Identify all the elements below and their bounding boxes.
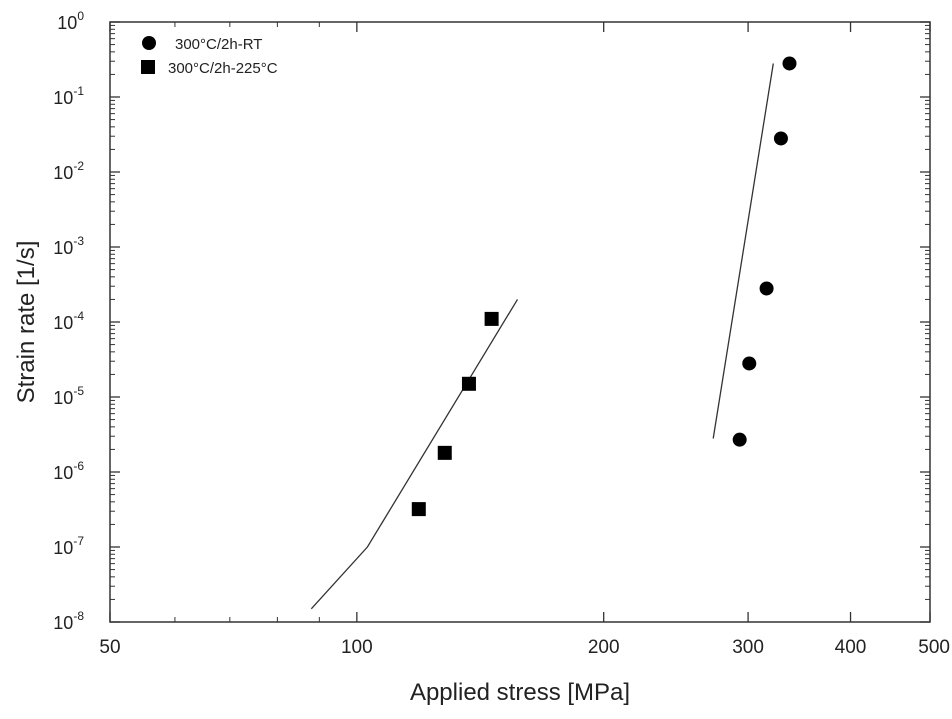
y-tick-label-base: 10 — [53, 163, 73, 183]
legend-label-rt: 300°C/2h-RT — [175, 36, 262, 53]
y-tick-label: 100 — [57, 9, 84, 33]
plot-frame — [109, 21, 931, 623]
y-tick-label: 10-2 — [53, 159, 84, 183]
x-axis-title: Applied stress [MPa] — [410, 679, 630, 706]
y-tick-label-base: 10 — [53, 88, 73, 108]
y-tick-label-base: 10 — [53, 463, 73, 483]
y-tick-label-exponent: -2 — [73, 159, 84, 173]
point-rt — [732, 432, 747, 447]
point-225c — [437, 445, 452, 460]
x-tick-label: 200 — [588, 637, 620, 658]
x-tick-label: 50 — [99, 637, 120, 658]
data-points — [411, 56, 797, 517]
y-tick-label-exponent: -3 — [73, 234, 84, 248]
y-tick-label-exponent: -1 — [73, 84, 84, 98]
legend: 300°C/2h-RT 300°C/2h-225°C — [141, 36, 278, 77]
y-tick-label: 10-7 — [53, 534, 84, 558]
point-rt — [782, 56, 797, 71]
x-tick-label: 100 — [341, 637, 373, 658]
y-tick-label-exponent: 0 — [77, 9, 84, 23]
point-225c — [411, 502, 426, 517]
point-rt — [759, 281, 774, 296]
y-tick-label-base: 10 — [53, 538, 73, 558]
y-tick-label: 10-1 — [53, 84, 84, 108]
fit-lines — [310, 63, 774, 610]
y-tick-label: 10-4 — [53, 309, 84, 333]
point-rt — [773, 131, 788, 146]
legend-marker-circle — [142, 36, 156, 50]
fit-line-2 — [712, 63, 774, 439]
fit-line-1 — [310, 299, 519, 610]
y-tick-label-base: 10 — [53, 388, 73, 408]
x-axis-ticks: 50 100 200 300 400 500 — [99, 22, 950, 658]
legend-marker-square — [141, 60, 155, 74]
y-tick-label-exponent: -5 — [73, 384, 84, 398]
y-tick-label-base: 10 — [53, 238, 73, 258]
y-tick-label-base: 10 — [53, 613, 73, 633]
y-tick-label-exponent: -4 — [73, 309, 84, 323]
y-axis-title: Strain rate [1/s] — [13, 241, 40, 404]
x-tick-label: 300 — [732, 637, 764, 658]
y-tick-label-base: 10 — [53, 313, 73, 333]
x-tick-label: 500 — [918, 637, 950, 658]
y-tick-label-base: 10 — [57, 13, 77, 33]
point-rt — [742, 356, 757, 371]
y-tick-label-exponent: -6 — [73, 459, 84, 473]
point-225c — [461, 376, 476, 391]
y-tick-label: 10-8 — [53, 609, 84, 633]
x-tick-label: 400 — [835, 637, 867, 658]
y-tick-label-exponent: -8 — [73, 609, 84, 623]
y-tick-label: 10-5 — [53, 384, 84, 408]
point-225c — [484, 311, 499, 326]
y-tick-label-exponent: -7 — [73, 534, 84, 548]
legend-label-225c: 300°C/2h-225°C — [168, 60, 278, 77]
y-tick-label: 10-3 — [53, 234, 84, 258]
minor-ticks — [110, 22, 930, 622]
y-tick-label: 10-6 — [53, 459, 84, 483]
